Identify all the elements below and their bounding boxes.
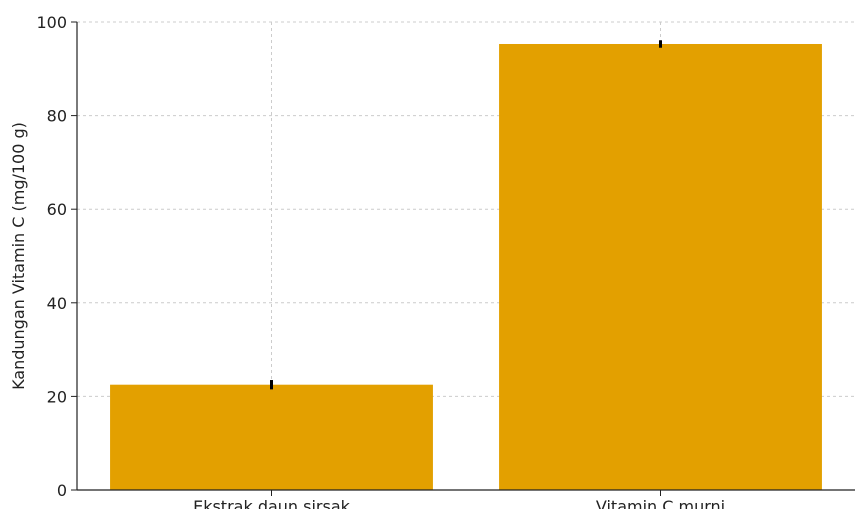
y-tick-label: 40 [47,294,67,313]
bar-layer [110,43,822,490]
y-tick-label: 20 [47,387,67,406]
x-tick-label: Vitamin C murni [596,497,725,509]
y-tick-label: 60 [47,200,67,219]
y-axis-title: Kandungan Vitamin C (mg/100 g) [9,122,28,390]
y-tick-label: 100 [36,13,67,32]
y-tick-label: 0 [57,481,67,500]
y-tick-label: 80 [47,107,67,126]
bar [499,43,822,490]
x-tick-layer: Ekstrak daun sirsak Vitamin C murni [193,490,725,509]
bar [110,384,433,490]
x-tick-label: Ekstrak daun sirsak [193,497,351,509]
error-bar-layer [270,40,662,390]
y-tick-layer: 0 20 40 60 80 100 [36,13,77,500]
axis-layer [76,22,855,491]
